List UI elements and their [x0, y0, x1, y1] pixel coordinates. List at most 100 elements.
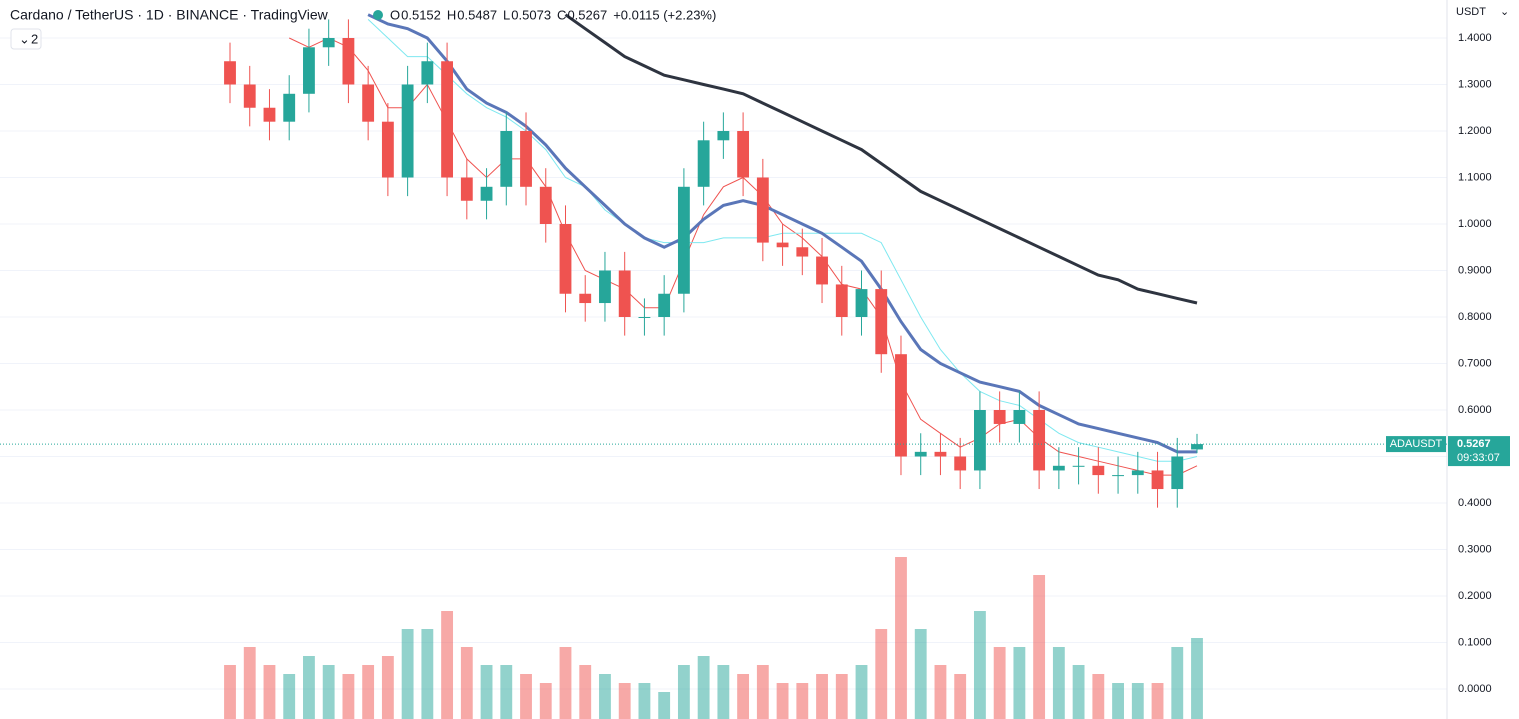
- volume-bar: [756, 665, 769, 719]
- body: [914, 451, 927, 457]
- ohlc-value: 0.5267: [567, 7, 607, 22]
- ohlc-value: 0.5073: [511, 7, 551, 22]
- volume-bar: [579, 665, 592, 719]
- price-axis: [1447, 0, 1519, 719]
- volume-bar: [1092, 674, 1105, 719]
- body: [973, 410, 986, 471]
- y-tick-label: 0.1000: [1458, 636, 1492, 648]
- body: [737, 130, 750, 178]
- body: [243, 84, 256, 108]
- volume-bar: [599, 674, 611, 719]
- body: [381, 121, 394, 178]
- body: [875, 289, 888, 355]
- countdown: 09:33:07: [1457, 452, 1500, 464]
- body: [342, 37, 355, 85]
- change: +0.0115 (+2.23%): [613, 7, 716, 22]
- body: [441, 61, 454, 178]
- volume-bar: [835, 674, 848, 719]
- volume-bar: [243, 647, 256, 719]
- y-tick-label: 0.3000: [1458, 543, 1492, 555]
- caret[interactable]: ⌄: [19, 31, 30, 46]
- y-tick-label: 0.7000: [1458, 357, 1492, 369]
- volume-bar: [677, 665, 690, 719]
- symbol-label: ADAUSDT: [1390, 438, 1443, 450]
- volume-bar: [362, 665, 375, 719]
- y-tick-label: 0.4000: [1458, 497, 1492, 509]
- body: [816, 256, 828, 285]
- body: [855, 289, 868, 317]
- currency[interactable]: USDT: [1456, 6, 1486, 18]
- volume-bar: [934, 665, 947, 719]
- body: [1092, 465, 1105, 476]
- body: [1033, 410, 1046, 471]
- ohlc-value: 0.5152: [401, 7, 441, 22]
- moving-average: [564, 13, 1198, 305]
- volume-bar: [895, 557, 907, 719]
- body: [796, 247, 809, 257]
- body: [1052, 465, 1065, 471]
- symbol-badge: [1386, 436, 1446, 453]
- body: [539, 186, 552, 224]
- y-tick-label: 0.6000: [1458, 404, 1492, 416]
- body: [500, 130, 513, 187]
- volume-bar: [322, 665, 335, 719]
- body: [460, 177, 473, 201]
- volume-bar: [342, 674, 355, 719]
- volume-bar: [539, 683, 552, 719]
- price-badge: [1448, 436, 1510, 467]
- body: [618, 270, 631, 317]
- volume-bar: [1171, 647, 1184, 719]
- symbol: Cardano / TetherUS · 1D · BINANCE · Trad…: [10, 7, 329, 23]
- volume-bar: [638, 683, 651, 719]
- body: [638, 316, 651, 318]
- body: [303, 47, 315, 94]
- currency-caret[interactable]: ⌄: [1500, 6, 1509, 18]
- body: [1171, 456, 1184, 490]
- body: [717, 130, 730, 141]
- body: [1151, 470, 1164, 490]
- volume-bar: [954, 674, 967, 719]
- body: [954, 456, 967, 471]
- volume-bar: [973, 611, 986, 719]
- body: [362, 84, 375, 122]
- volume-bar: [1191, 638, 1203, 719]
- volume-bar: [303, 656, 315, 719]
- body: [224, 61, 236, 85]
- volume-bar: [993, 647, 1006, 719]
- volume-bar: [441, 611, 454, 719]
- body: [401, 84, 414, 178]
- body: [835, 284, 848, 317]
- ohlc-value: 0.5487: [457, 7, 497, 22]
- volume-bar: [381, 656, 394, 719]
- volume-bar: [224, 665, 236, 719]
- volume-bar: [618, 683, 631, 719]
- y-tick-label: 0.0000: [1458, 683, 1492, 695]
- volume-bar: [1052, 647, 1065, 719]
- body: [776, 242, 789, 248]
- volume-bar: [559, 647, 572, 719]
- body: [322, 37, 335, 48]
- volume-bar: [875, 629, 888, 719]
- volume-bar: [283, 674, 296, 719]
- body: [263, 107, 276, 122]
- volume-bar: [1131, 683, 1144, 719]
- volume-bar: [263, 665, 276, 719]
- y-tick-label: 1.4000: [1458, 32, 1492, 44]
- volume-bar: [816, 674, 828, 719]
- body: [934, 451, 947, 457]
- body: [677, 186, 690, 294]
- body: [756, 177, 769, 243]
- body: [421, 61, 434, 85]
- price-axis-labels: 1.4000 1.3000 1.2000 1.1000 1.0000 0.9000 0.80…: [1458, 32, 1492, 695]
- volume-bar: [776, 683, 789, 719]
- body: [993, 410, 1006, 424]
- volume-bar: [1072, 665, 1085, 719]
- indicator-toggle[interactable]: [10, 28, 42, 50]
- volume-bar: [1112, 683, 1124, 719]
- volume: [224, 557, 1203, 719]
- body: [599, 270, 611, 304]
- grid: [0, 37, 1447, 690]
- indicator-count[interactable]: 2: [31, 31, 38, 46]
